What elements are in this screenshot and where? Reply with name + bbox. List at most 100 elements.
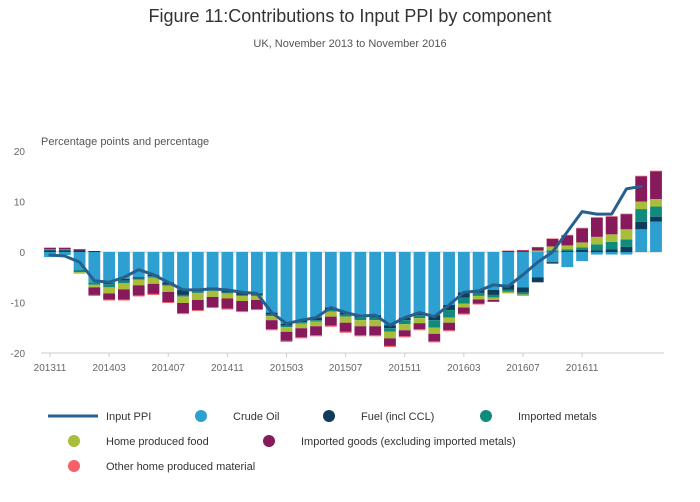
bar-other-home <box>369 335 382 337</box>
y-tick-label: -20 <box>11 349 26 360</box>
bar-home-food <box>88 284 101 288</box>
bar-home-food <box>295 323 308 329</box>
bar-home-food <box>635 201 648 210</box>
bar-imported-metals <box>177 294 189 297</box>
bar-imported-metals <box>620 239 633 247</box>
bar-other-home <box>132 295 145 297</box>
bar-fuel <box>576 249 589 252</box>
bar-crude-oil <box>650 221 662 252</box>
bar-imported-metals <box>88 282 101 285</box>
bar-crude-oil <box>472 252 485 290</box>
bar-crude-oil <box>339 252 352 313</box>
bar-fuel <box>103 283 116 285</box>
bar-home-food <box>590 236 603 245</box>
bar-home-food <box>413 318 426 324</box>
bar-imported-goods <box>236 300 249 312</box>
bar-fuel <box>546 262 559 264</box>
bar-imported-goods <box>147 283 160 294</box>
bar-home-food <box>236 295 249 301</box>
bar-crude-oil <box>620 252 633 255</box>
bar-imported-metals <box>413 315 426 319</box>
chart-subtitle: UK, November 2013 to November 2016 <box>253 38 447 50</box>
bar-imported-metals <box>605 241 618 250</box>
bar-other-home <box>502 250 515 251</box>
bar-home-food <box>206 290 219 297</box>
bar-crude-oil <box>590 252 603 255</box>
bar-other-home <box>44 247 56 248</box>
bar-home-food <box>191 292 204 300</box>
bar-imported-goods <box>73 249 86 251</box>
bar-other-home <box>147 293 160 295</box>
bar-fuel <box>620 246 633 252</box>
bar-imported-metals <box>487 294 500 298</box>
bar-crude-oil <box>265 252 278 313</box>
bar-other-home <box>354 335 367 337</box>
bar-crude-oil <box>605 252 618 255</box>
legend-label: Input PPI <box>106 411 151 423</box>
bar-imported-goods <box>162 291 175 302</box>
bar-home-food <box>605 234 618 242</box>
bar-imported-metals <box>443 310 455 318</box>
bar-other-home <box>413 329 426 331</box>
bar-home-food <box>310 321 322 327</box>
bar-imported-goods <box>88 287 101 295</box>
bar-imported-metals <box>44 249 56 251</box>
bar-home-food <box>221 293 234 299</box>
bar-imported-metals <box>635 209 648 222</box>
legend-swatch-home-food <box>68 435 80 447</box>
bar-home-food <box>517 294 529 296</box>
bar-imported-goods <box>384 338 396 346</box>
bar-fuel <box>635 221 648 230</box>
bar-other-home <box>443 330 455 332</box>
bar-fuel <box>517 287 529 293</box>
bar-imported-metals <box>162 284 175 286</box>
bar-home-food <box>546 246 559 251</box>
x-tick-label: 201411 <box>211 363 244 374</box>
legend-swatch-imported-metals <box>480 410 492 422</box>
y-axis-label: Percentage points and percentage <box>41 136 210 148</box>
bar-crude-oil <box>546 252 559 263</box>
bar-home-food <box>324 311 337 317</box>
bar-crude-oil <box>457 252 470 293</box>
series-line-input-ppi <box>48 184 643 327</box>
bar-imported-goods <box>103 293 116 300</box>
bar-crude-oil <box>561 252 574 268</box>
bar-other-home <box>517 249 529 251</box>
bar-imported-metals <box>576 247 589 250</box>
bar-other-home <box>310 335 322 337</box>
bar-home-food <box>576 242 589 248</box>
bar-imported-metals <box>103 284 116 288</box>
bar-imported-metals <box>295 322 308 324</box>
bar-other-home <box>251 309 263 311</box>
bar-other-home <box>487 301 500 302</box>
legend-swatch-fuel <box>323 410 335 422</box>
bar-crude-oil <box>576 252 589 262</box>
bar-other-home <box>398 336 411 338</box>
bar-imported-goods <box>531 247 544 251</box>
bar-home-food <box>428 327 441 334</box>
bar-imported-goods <box>472 299 485 304</box>
bar-imported-metals <box>457 297 470 304</box>
bar-home-food <box>384 331 396 339</box>
bar-crude-oil <box>132 252 145 278</box>
x-tick-label: 201407 <box>152 363 186 374</box>
bar-imported-metals <box>428 320 441 328</box>
legend-label: Imported metals <box>518 411 597 423</box>
bar-imported-metals <box>280 325 293 328</box>
bar-imported-goods <box>251 299 263 310</box>
bar-imported-metals <box>650 206 662 217</box>
bar-other-home <box>428 341 441 343</box>
bar-fuel <box>132 277 145 279</box>
bar-imported-metals <box>354 317 367 321</box>
bar-other-home <box>206 307 219 309</box>
bar-crude-oil <box>191 252 204 289</box>
bar-home-food <box>472 295 485 300</box>
bar-imported-metals <box>117 280 130 284</box>
bar-crude-oil <box>88 252 101 283</box>
bar-crude-oil <box>384 252 396 326</box>
x-tick-label: 201511 <box>388 363 421 374</box>
bar-home-food <box>398 324 411 331</box>
bar-fuel <box>117 278 130 281</box>
